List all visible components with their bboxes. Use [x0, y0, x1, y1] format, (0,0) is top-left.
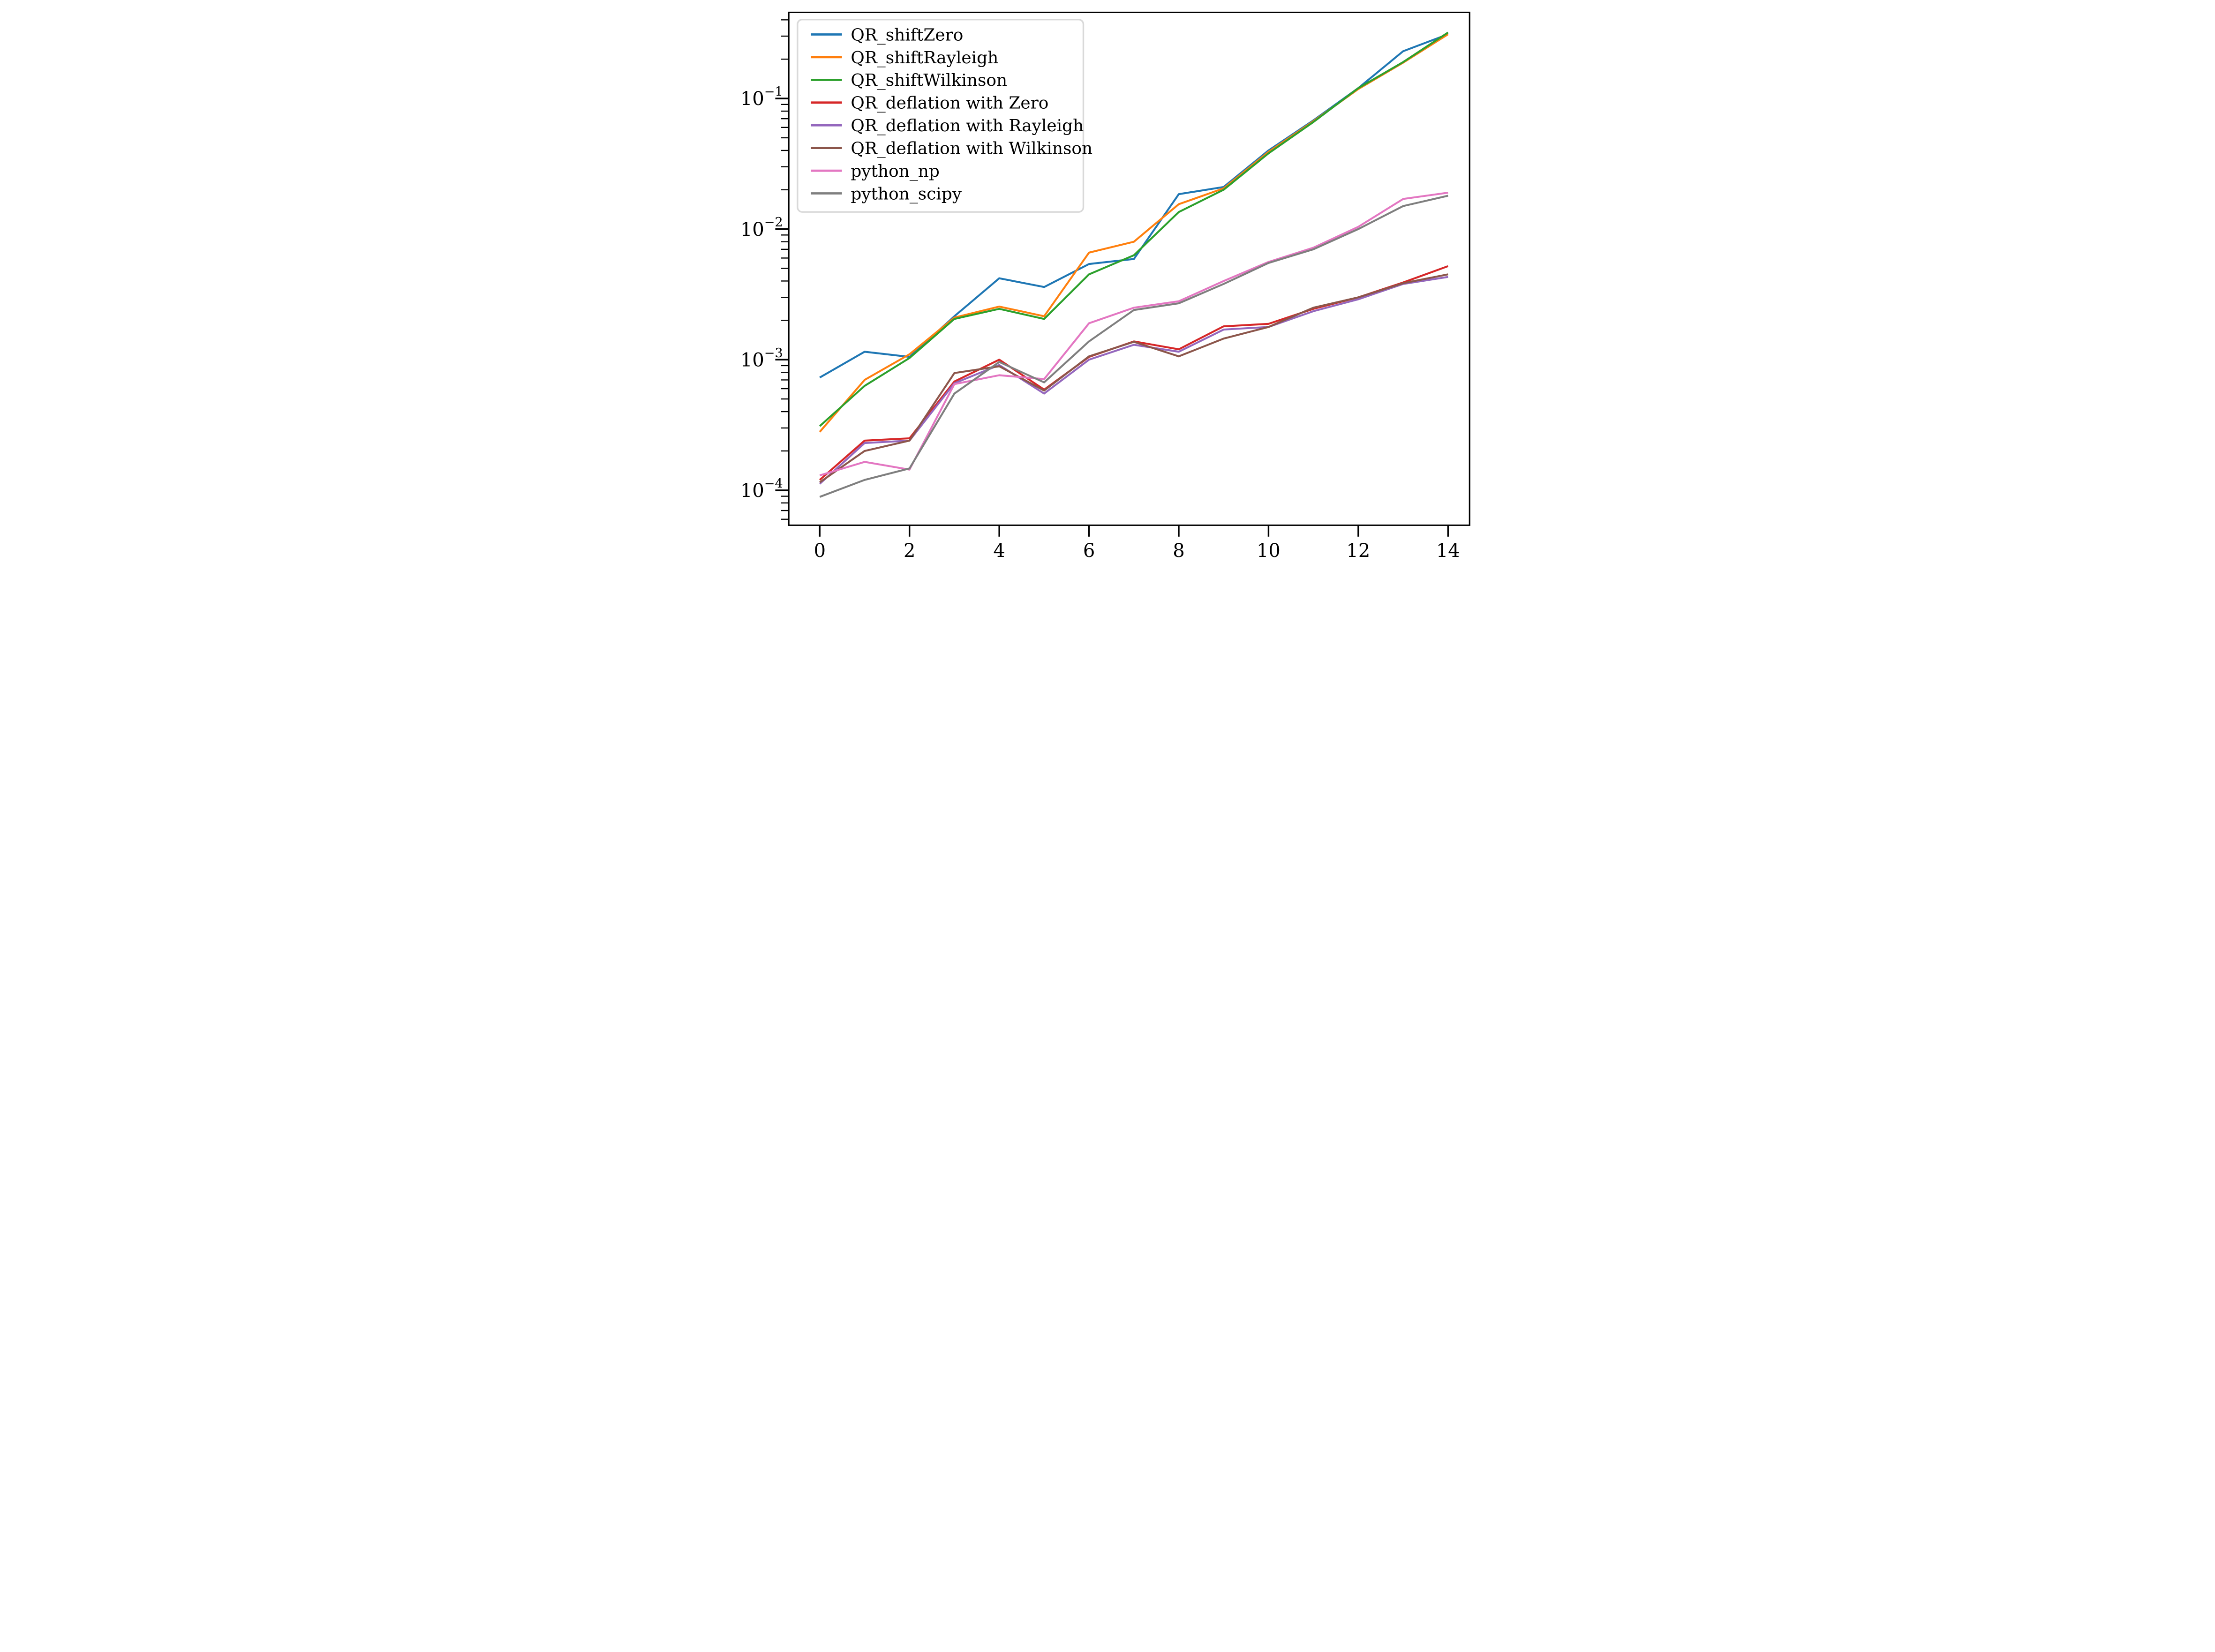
x-axis-tick-label: 6	[1083, 540, 1095, 559]
series-line-python-scipy	[819, 195, 1448, 498]
x-axis-tick-label: 4	[993, 540, 1005, 559]
x-axis-tick-label: 2	[904, 540, 915, 559]
y-axis-tick-label: 10−1	[740, 85, 783, 110]
legend-label-3: QR_shiftWilkinson	[851, 71, 1007, 90]
legend-label-6: QR_deflation with Wilkinson	[851, 139, 1092, 158]
series-line-qr-deflation-with-wilkinson	[819, 273, 1448, 483]
x-axis-tick-label: 0	[814, 540, 826, 559]
legend-box	[797, 18, 1085, 213]
x-axis-tick-label: 10	[1257, 540, 1281, 559]
legend-label-5: QR_deflation with Rayleigh	[851, 116, 1084, 135]
y-axis-tick-label: 10−3	[740, 346, 783, 371]
legend-label-7: python_np	[851, 162, 940, 181]
series-line-qr-shiftwilkinson	[819, 31, 1449, 427]
legend-label-1: QR_shiftZero	[851, 25, 963, 45]
y-axis-tick-label: 10−4	[740, 476, 783, 502]
legend-label-2: QR_shiftRayleigh	[851, 48, 998, 68]
legend-label-4: QR_deflation with Zero	[851, 94, 1048, 113]
legend-label-8: python_scipy	[851, 184, 962, 203]
series-line-python-np	[819, 191, 1448, 477]
chart-figure: 10−1 10−2 10−3 10−4 0 2 4 6 8 10 12 14 QR_shiftZero Q…	[732, 0, 1483, 560]
y-axis-tick-label: 10−2	[740, 215, 783, 240]
series-line-qr-deflation-with-rayleigh	[819, 276, 1448, 485]
x-axis-tick-label: 14	[1436, 540, 1460, 559]
x-axis-tick-label: 12	[1346, 540, 1370, 559]
line-chart: 10−1 10−2 10−3 10−4 0 2 4 6 8 10 12 14 QR_shiftZero Q…	[732, 0, 1483, 560]
plot-frame	[788, 11, 1470, 526]
x-axis-tick-label: 8	[1173, 540, 1184, 559]
